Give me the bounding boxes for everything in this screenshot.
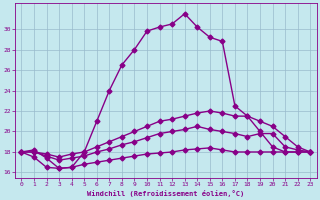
X-axis label: Windchill (Refroidissement éolien,°C): Windchill (Refroidissement éolien,°C) <box>87 190 244 197</box>
